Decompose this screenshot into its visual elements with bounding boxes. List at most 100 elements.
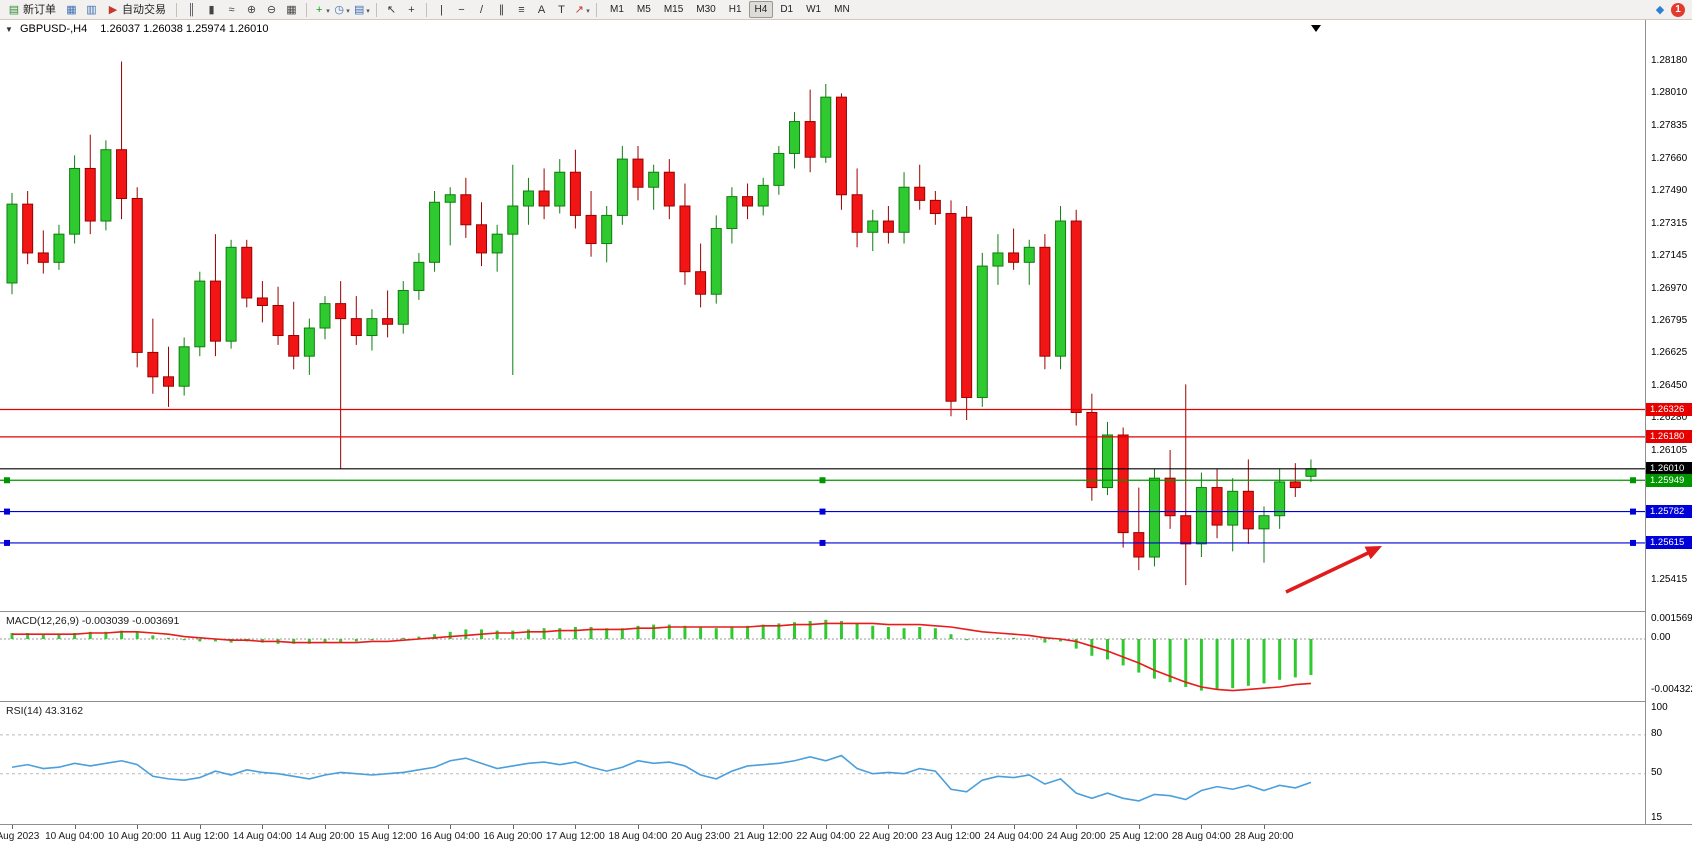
arrows-dropdown-icon[interactable]: ▾ [586,7,590,15]
bull-candle [820,96,832,158]
templates-button[interactable]: ▤ ▾ [352,2,371,18]
new-order-button[interactable]: ▤ 新订单 [3,2,61,18]
profiles-button[interactable]: ▥ [82,2,101,18]
bear-candle [538,190,550,207]
vertical-line-button[interactable]: | [432,2,451,18]
price-axis-tick: 1.27490 [1651,184,1688,196]
bear-candle [585,214,597,245]
text-button[interactable]: A [532,2,551,18]
bull-candle [491,233,503,254]
text-label-button[interactable]: T [552,2,571,18]
main-chart-canvas[interactable] [0,20,1645,611]
indicators-dropdown-icon[interactable]: ▾ [326,7,330,15]
line-handle[interactable] [4,508,10,515]
fibonacci-retracement-button[interactable]: ≡ [512,2,531,18]
periods-button[interactable]: ◷ ▾ [332,2,351,18]
bar-chart-button[interactable]: ║ [182,2,201,18]
bear-candle [679,205,691,273]
candlestick-chart-button[interactable]: ▮ [202,2,221,18]
bull-candle [773,152,785,186]
timeframe-d1-button[interactable]: D1 [780,4,794,15]
time-axis-label: 28 Aug 04:00 [1171,831,1231,842]
crosshair-button[interactable]: + [402,2,421,18]
bear-candle [131,198,143,353]
bear-candle [272,304,284,337]
time-axis-tick [199,825,201,829]
time-axis-tick [512,825,514,829]
periods-dropdown-icon[interactable]: ▾ [346,7,350,15]
macd-canvas[interactable] [0,612,1645,702]
time-axis-tick [1264,825,1265,829]
timeframe-m15-button[interactable]: M15 [663,4,684,15]
toolbar-separator [596,2,597,17]
price-scale[interactable]: 1.28180 1.28010 1.27835 1.27660 1.27490 1.273… [1645,20,1692,824]
timeframe-m5-button[interactable]: M5 [636,4,651,15]
cursor-button[interactable]: ↖ [382,2,401,18]
zoom-out-button[interactable]: ⊖ [262,2,281,18]
templates-dropdown-icon[interactable]: ▾ [366,7,370,15]
bear-candle [663,171,675,207]
bear-candle [350,318,362,337]
price-tag-1.25949: 1.25949 [1646,473,1692,487]
line-handle[interactable] [1630,508,1636,515]
bull-candle [601,214,613,245]
rsi-axis-tick: 15 [1651,811,1663,823]
bull-candle [1305,468,1317,477]
tile-windows-button[interactable]: ▦ [282,2,301,18]
price-tag-1.26180: 1.26180 [1646,430,1692,444]
line-handle[interactable] [4,477,10,484]
rsi-canvas[interactable] [0,702,1645,825]
timeframe-m30-button[interactable]: M30 [696,4,716,15]
line-handle[interactable] [1630,477,1636,484]
line-handle[interactable] [819,508,826,515]
bear-candle [1289,481,1301,489]
timeframe-h1-button[interactable]: H1 [728,4,742,15]
time-axis-label: 11 Aug 12:00 [170,831,229,842]
vertical-line-icon: | [440,3,443,16]
line-handle[interactable] [819,477,826,484]
time-axis-label: 24 Aug 04:00 [984,831,1044,842]
arrows-button[interactable]: ↗ ▾ [572,2,591,18]
notifications-badge[interactable]: 1 [1671,2,1685,17]
time-axis-tick [12,825,13,829]
toolbar-right: ◆ 1 [1654,2,1689,17]
community-icon[interactable]: ◆ [1655,4,1665,16]
macd-indicator-panel[interactable]: MACD(12,26,9) -0.003039 -0.003691 [0,611,1645,701]
indicators-button[interactable]: + ▾ [312,2,331,18]
time-axis-tick [888,825,890,829]
time-axis-tick [1201,825,1203,829]
toolbar-separator [376,2,377,17]
timeframe-w1-button[interactable]: W1 [806,4,822,15]
arrow-object[interactable] [1285,546,1382,594]
line-handle[interactable] [4,539,10,546]
text-label-icon: T [558,3,565,16]
bull-candle [757,184,769,207]
time-axis-label: 24 Aug 20:00 [1046,831,1106,842]
bull-candle [992,252,1004,267]
bear-candle [116,149,128,200]
line-handle[interactable] [1630,539,1636,546]
timeframe-h4-button[interactable]: H4 [748,1,774,18]
chart-window-button[interactable]: ▦ [62,2,81,18]
bear-candle [632,158,644,188]
trendline-button[interactable]: / [472,2,491,18]
bear-candle [476,224,487,254]
chart-menu-icon[interactable]: ▼ [5,25,13,34]
zoom-in-button[interactable]: ⊕ [242,2,261,18]
autotrading-button[interactable]: ▶ 自动交易 [102,2,171,18]
bull-candle [616,158,628,216]
horizontal-line-button[interactable]: − [452,2,471,18]
time-axis-label: 16 Aug 20:00 [483,831,543,842]
equidistant-channel-button[interactable]: ∥ [492,2,511,18]
toolbar-separator [306,2,307,17]
timeframe-m1-button[interactable]: M1 [610,4,624,15]
bull-candle [6,203,18,284]
line-handle[interactable] [819,539,826,546]
timeframe-mn-button[interactable]: MN [834,4,850,15]
main-chart-panel[interactable]: ▼ GBPUSD-,H4 1.26037 1.26038 1.25974 1.2… [0,20,1645,611]
time-axis-label: 25 Aug 12:00 [1109,831,1169,842]
line-chart-button[interactable]: ≈ [222,2,241,18]
rsi-indicator-panel[interactable]: RSI(14) 43.3162 [0,701,1645,824]
price-axis-tick: 1.26970 [1651,282,1688,294]
